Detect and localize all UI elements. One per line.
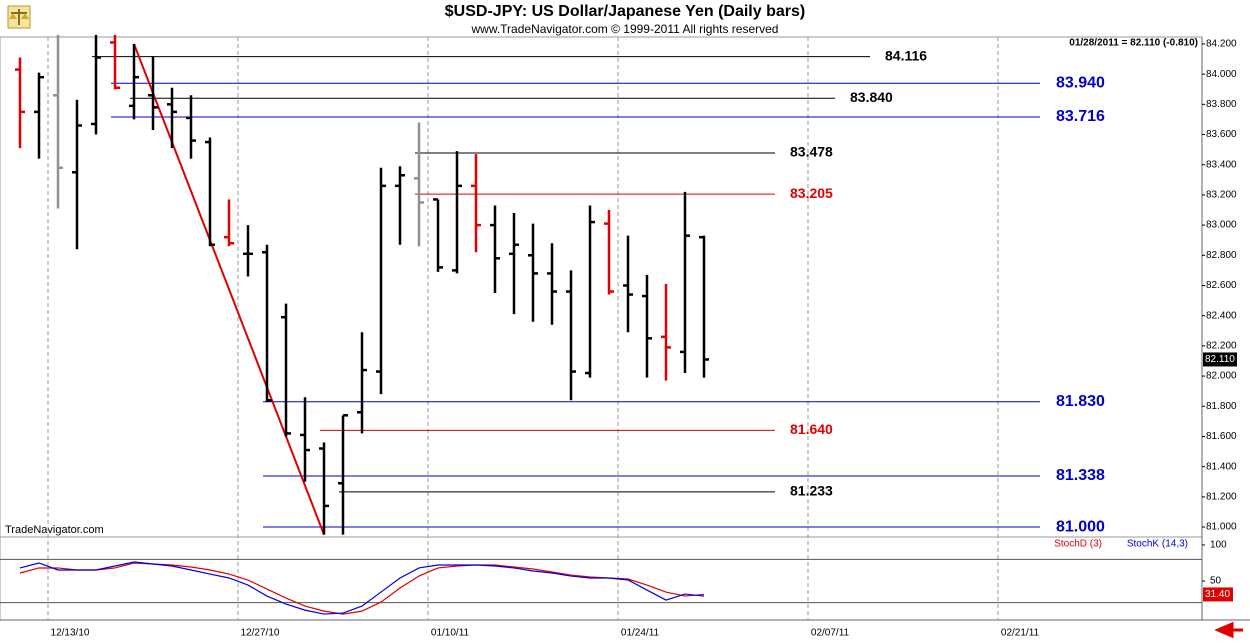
y-tick-label: 81.400 — [1206, 461, 1237, 472]
y-tick-label: 81.000 — [1206, 522, 1237, 533]
x-tick-label: 02/21/11 — [1001, 628, 1040, 639]
y-tick-label: 83.400 — [1206, 159, 1237, 170]
price-readout: 01/28/2011 = 82.110 (-0.810) — [1069, 38, 1198, 49]
level-label: 81.000 — [1056, 518, 1105, 535]
level-label: 83.840 — [850, 89, 893, 105]
stoch-marker-label: 31.40 — [1205, 589, 1230, 600]
y-tick-label: 82.200 — [1206, 341, 1237, 352]
chart-title: $USD-JPY: US Dollar/Japanese Yen (Daily … — [445, 3, 805, 20]
x-tick-label: 12/13/10 — [51, 628, 90, 639]
y-tick-label: 50 — [1210, 576, 1222, 587]
y-tick-label: 82.400 — [1206, 310, 1237, 321]
x-tick-label: 12/27/10 — [241, 628, 280, 639]
level-label: 81.830 — [1056, 393, 1105, 410]
level-label: 81.640 — [790, 421, 833, 437]
y-tick-label: 81.200 — [1206, 491, 1237, 502]
y-tick-label: 83.200 — [1206, 190, 1237, 201]
x-tick-label: 01/24/11 — [621, 628, 660, 639]
level-label: 81.233 — [790, 483, 833, 499]
y-tick-label: 82.800 — [1206, 250, 1237, 261]
level-label: 84.116 — [885, 47, 927, 63]
y-tick-label: 81.800 — [1206, 401, 1237, 412]
level-label: 83.716 — [1056, 108, 1105, 125]
y-tick-label: 83.000 — [1206, 220, 1237, 231]
stoch-marker — [1203, 587, 1233, 602]
level-label: 83.940 — [1056, 74, 1105, 91]
stoch-line — [19, 561, 705, 615]
x-tick-label: 01/10/11 — [431, 628, 470, 639]
price-marker — [1203, 352, 1237, 367]
x-tick-label: 02/07/11 — [811, 628, 850, 639]
price-marker-label: 82.110 — [1205, 354, 1235, 365]
y-tick-label: 81.600 — [1206, 431, 1237, 442]
legend-entry: StochD (3) — [1054, 539, 1102, 550]
y-tick-label: 84.200 — [1206, 39, 1237, 50]
stoch-line — [19, 562, 705, 615]
y-tick-label: 83.600 — [1206, 129, 1237, 140]
level-label: 81.338 — [1056, 467, 1105, 484]
level-label: 83.478 — [790, 144, 833, 160]
y-tick-label: 82.000 — [1206, 371, 1237, 382]
y-tick-label: 82.600 — [1206, 280, 1237, 291]
watermark: TradeNavigator.com — [5, 524, 104, 536]
legend-entry: StochK (14,3) — [1127, 539, 1188, 550]
y-tick-label: 83.800 — [1206, 99, 1237, 110]
logo — [7, 5, 31, 29]
scroll-arrow[interactable] — [1214, 621, 1243, 639]
level-label: 83.205 — [790, 185, 833, 201]
y-tick-label: 100 — [1210, 540, 1227, 551]
chart-subtitle: www.TradeNavigator.com © 1999-2011 All r… — [471, 22, 779, 36]
trendline — [133, 43, 325, 535]
y-tick-label: 84.000 — [1206, 69, 1237, 80]
